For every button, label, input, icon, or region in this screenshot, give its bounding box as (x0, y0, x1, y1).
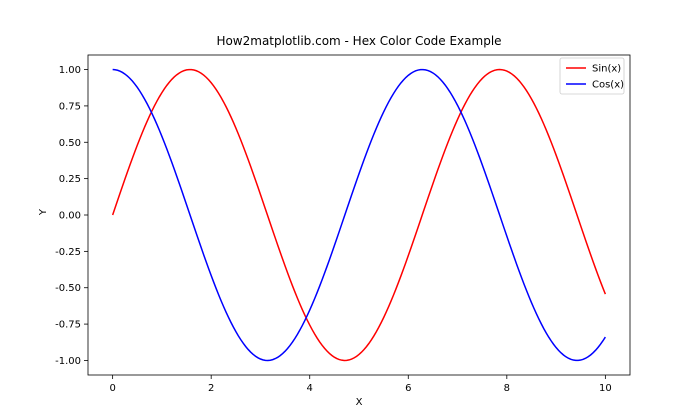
x-axis-label: X (356, 397, 363, 408)
y-tick-label: 0.00 (59, 211, 81, 222)
y-axis: -1.00 -0.75 -0.50 -0.25 0.00 0.25 0.50 0.75 1.00 (55, 65, 88, 367)
chart-title: How2matplotlib.com - Hex Color Code Exam… (216, 34, 501, 48)
x-tick-label: 6 (405, 383, 411, 394)
series-lines (111, 68, 607, 362)
y-tick-label: 1.00 (59, 65, 81, 76)
x-axis: 0 2 4 6 8 10 (109, 375, 612, 394)
series-line-cos (112, 68, 606, 362)
y-tick-label: 0.75 (59, 101, 81, 112)
legend-label-sin: Sin(x) (592, 64, 621, 75)
x-tick-label: 4 (307, 383, 313, 394)
y-tick-label: -0.50 (55, 283, 81, 294)
series-line-sin (111, 68, 607, 362)
y-tick-label: -0.75 (55, 320, 81, 331)
legend-label-cos: Cos(x) (592, 80, 624, 91)
plot-area: 0 2 4 6 8 10 -1.00 -0.75 -0.50 -0.25 0.00 0.25 0.50… (55, 54, 631, 394)
x-tick-label: 0 (109, 383, 115, 394)
x-tick-label: 10 (599, 383, 612, 394)
y-axis-label: Y (38, 208, 49, 216)
y-tick-label: 0.25 (59, 174, 81, 185)
x-tick-label: 2 (208, 383, 214, 394)
y-tick-label: -1.00 (55, 356, 81, 367)
x-tick-label: 8 (504, 383, 510, 394)
y-tick-label: -0.25 (55, 247, 81, 258)
legend-box (559, 57, 625, 95)
legend: Sin(x) Cos(x) (559, 57, 625, 95)
plot-frame (87, 54, 631, 376)
y-tick-label: 0.50 (59, 138, 81, 149)
